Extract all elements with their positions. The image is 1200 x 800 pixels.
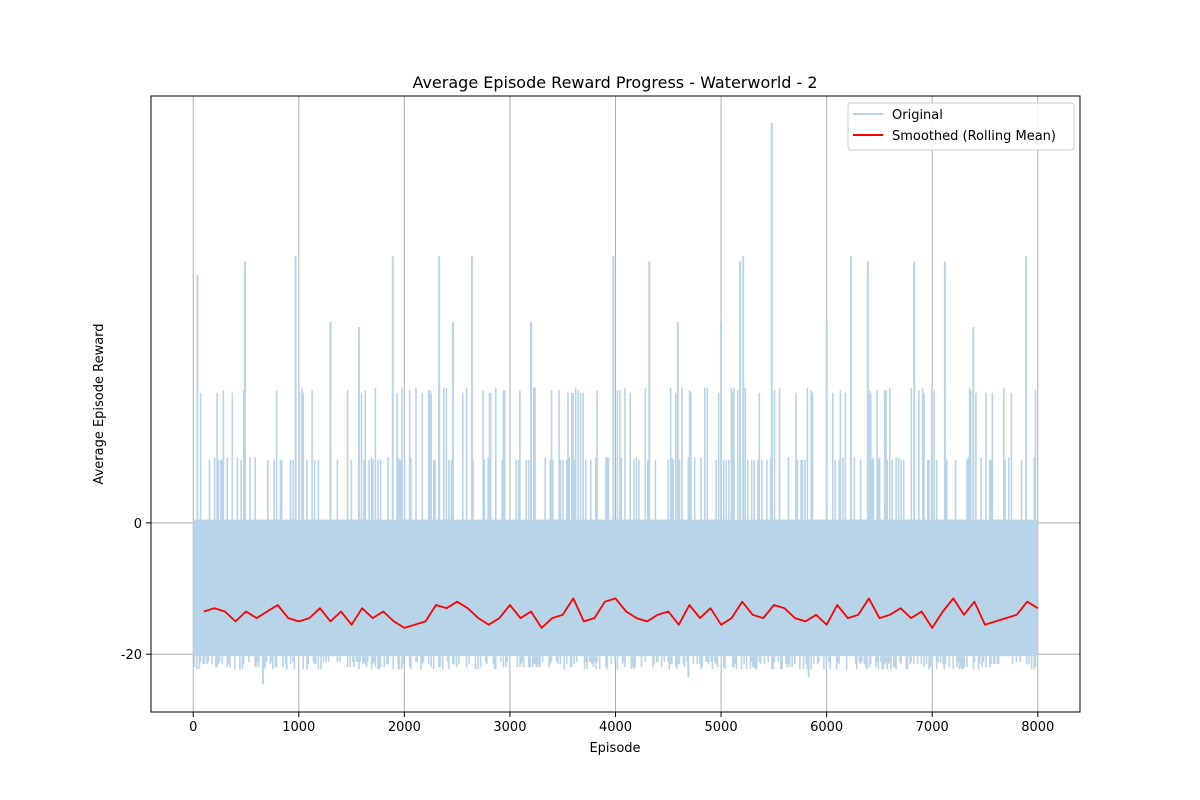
- y-tick-label: -20: [121, 648, 142, 663]
- ticks: 0 1000 2000 3000 4000 5000 6000 7000 8000 -20 0: [121, 517, 1055, 735]
- x-tick-label: 6000: [810, 720, 843, 735]
- x-tick-label: 3000: [493, 720, 526, 735]
- chart-title: Average Episode Reward Progress - Waterw…: [412, 73, 817, 92]
- x-tick-label: 8000: [1021, 720, 1054, 735]
- original-series: [193, 122, 1038, 685]
- legend-original-label: Original: [892, 108, 943, 123]
- x-tick-label: 7000: [916, 720, 949, 735]
- x-tick-label: 0: [189, 720, 197, 735]
- y-tick-label: 0: [134, 517, 142, 532]
- smoothed-line: [203, 597, 1039, 629]
- legend: Original Smoothed (Rolling Mean): [847, 102, 1075, 151]
- x-tick-label: 2000: [388, 720, 421, 735]
- y-axis-label: Average Episode Reward: [92, 323, 107, 484]
- legend-smoothed-label: Smoothed (Rolling Mean): [892, 129, 1056, 144]
- x-axis-label: Episode: [589, 741, 640, 756]
- smoothed-series: [203, 597, 1039, 629]
- x-tick-label: 1000: [282, 720, 315, 735]
- x-tick-label: 4000: [599, 720, 632, 735]
- x-tick-label: 5000: [705, 720, 738, 735]
- legend-box: [847, 102, 1075, 151]
- original-band: [193, 519, 1038, 657]
- original-spikes: [193, 387, 1037, 670]
